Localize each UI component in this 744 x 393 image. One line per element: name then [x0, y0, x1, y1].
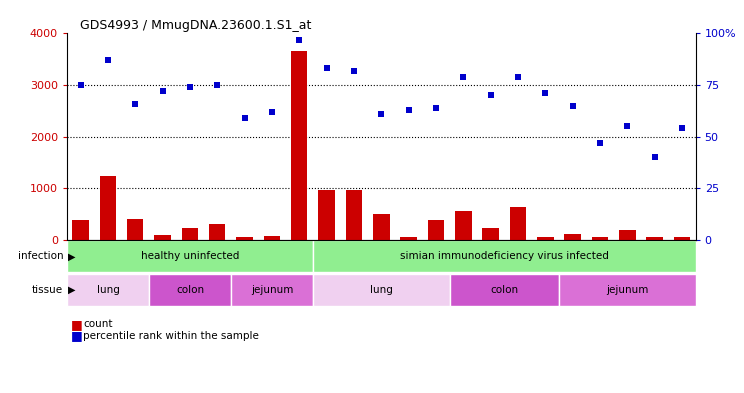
Bar	[127, 219, 144, 240]
Text: percentile rank within the sample: percentile rank within the sample	[83, 331, 259, 341]
Bar	[510, 207, 526, 240]
Point	[129, 100, 141, 107]
Point	[403, 107, 414, 113]
Bar	[318, 190, 335, 240]
Text: simian immunodeficiency virus infected: simian immunodeficiency virus infected	[400, 252, 609, 261]
Point	[375, 111, 387, 117]
Bar	[313, 241, 696, 272]
Point	[567, 103, 579, 109]
Point	[266, 108, 278, 115]
Point	[157, 88, 169, 94]
Point	[74, 82, 86, 88]
Text: infection: infection	[18, 252, 63, 261]
Point	[239, 115, 251, 121]
Text: ■: ■	[71, 329, 83, 343]
Text: tissue: tissue	[32, 285, 63, 295]
Text: colon: colon	[490, 285, 519, 295]
Bar	[647, 237, 663, 240]
Bar	[237, 237, 253, 240]
Bar	[565, 233, 581, 240]
Bar	[449, 274, 559, 306]
Point	[184, 84, 196, 90]
Bar	[373, 214, 390, 240]
Point	[512, 73, 524, 80]
Point	[649, 154, 661, 160]
Text: lung: lung	[97, 285, 119, 295]
Bar	[209, 224, 225, 240]
Text: jejunum: jejunum	[606, 285, 649, 295]
Bar	[482, 228, 498, 240]
Point	[321, 65, 333, 72]
Point	[539, 90, 551, 96]
Bar	[674, 237, 690, 240]
Bar	[559, 274, 696, 306]
Point	[458, 73, 469, 80]
Point	[293, 37, 305, 43]
Bar	[313, 274, 449, 306]
Bar	[231, 274, 313, 306]
Bar	[619, 230, 635, 240]
Bar	[72, 220, 89, 240]
Bar	[264, 235, 280, 240]
Text: jejunum: jejunum	[251, 285, 293, 295]
Text: GDS4993 / MmugDNA.23600.1.S1_at: GDS4993 / MmugDNA.23600.1.S1_at	[80, 19, 311, 32]
Bar	[291, 51, 307, 240]
Bar	[182, 228, 198, 240]
Bar	[428, 220, 444, 240]
Bar	[455, 211, 472, 240]
Bar	[400, 237, 417, 240]
Text: colon: colon	[176, 285, 204, 295]
Bar	[149, 274, 231, 306]
Bar	[346, 190, 362, 240]
Point	[676, 125, 688, 131]
Bar	[100, 176, 116, 240]
Text: lung: lung	[370, 285, 393, 295]
Text: ■: ■	[71, 318, 83, 331]
Point	[621, 123, 633, 129]
Point	[484, 92, 496, 98]
Text: ▶: ▶	[68, 285, 76, 295]
Bar	[537, 237, 554, 240]
Bar	[591, 237, 608, 240]
Bar	[155, 235, 171, 240]
Bar	[67, 274, 149, 306]
Point	[211, 82, 223, 88]
Point	[102, 57, 114, 63]
Text: ▶: ▶	[68, 252, 76, 261]
Bar	[67, 241, 313, 272]
Text: healthy uninfected: healthy uninfected	[141, 252, 239, 261]
Text: count: count	[83, 319, 113, 329]
Point	[348, 67, 360, 73]
Point	[430, 105, 442, 111]
Point	[594, 140, 606, 146]
